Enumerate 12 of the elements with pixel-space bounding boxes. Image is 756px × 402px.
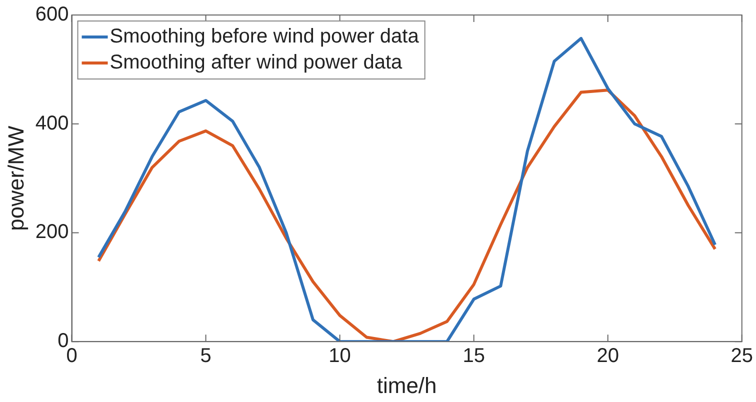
x-tick-label: 10 [328,345,351,368]
x-tick-label: 5 [200,345,212,368]
legend-label: Smoothing after wind power data [110,52,404,74]
y-tick-label: 400 [35,112,69,134]
y-tick-label: 600 [35,4,69,26]
y-tick-label: 200 [35,221,69,244]
x-tick-label: 15 [462,345,485,368]
x-tick-label: 20 [596,345,619,368]
x-axis-title: time/h [376,372,437,398]
y-axis-title: power/MW [3,126,28,231]
legend-label: Smoothing before wind power data [110,26,420,48]
x-tick-label: 25 [730,345,753,368]
